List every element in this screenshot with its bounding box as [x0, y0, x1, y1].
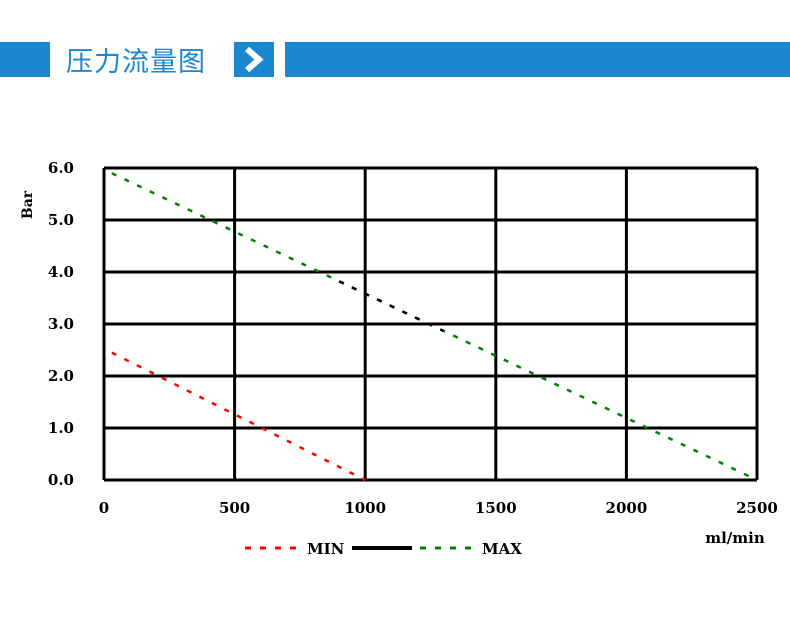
chart-series [111, 172, 758, 482]
series-segment-black [338, 280, 445, 333]
page-title: 压力流量图 [66, 47, 206, 78]
y-tick-label: 0.0 [48, 471, 74, 489]
y-tick-label: 6.0 [48, 159, 74, 177]
x-axis-ticks: 0 500 1000 1500 2000 2500 [99, 499, 778, 517]
legend-label: MAX [482, 540, 522, 558]
series-min-line [111, 351, 366, 482]
legend-label: MIN [307, 540, 345, 558]
y-tick-label: 5.0 [48, 211, 74, 229]
header-bar-left [0, 42, 50, 77]
x-tick-label: 1500 [475, 499, 517, 517]
y-axis-ticks: 0.0 1.0 2.0 3.0 4.0 5.0 6.0 [48, 159, 74, 489]
chart-legend: MIN MAX [245, 540, 522, 558]
x-axis-label: ml/min [705, 529, 765, 547]
x-tick-label: 1000 [344, 499, 386, 517]
x-tick-label: 500 [219, 499, 250, 517]
x-tick-label: 2500 [736, 499, 778, 517]
x-tick-label: 0 [99, 499, 109, 517]
x-tick-label: 2000 [606, 499, 648, 517]
y-tick-label: 1.0 [48, 419, 74, 437]
chart-grid [102, 166, 759, 482]
y-tick-label: 2.0 [48, 367, 74, 385]
chevron-right-icon [234, 42, 274, 77]
header-bar-right [285, 42, 790, 77]
y-axis-label: Bar [20, 190, 36, 219]
y-tick-label: 4.0 [48, 263, 74, 281]
y-tick-label: 3.0 [48, 315, 74, 333]
